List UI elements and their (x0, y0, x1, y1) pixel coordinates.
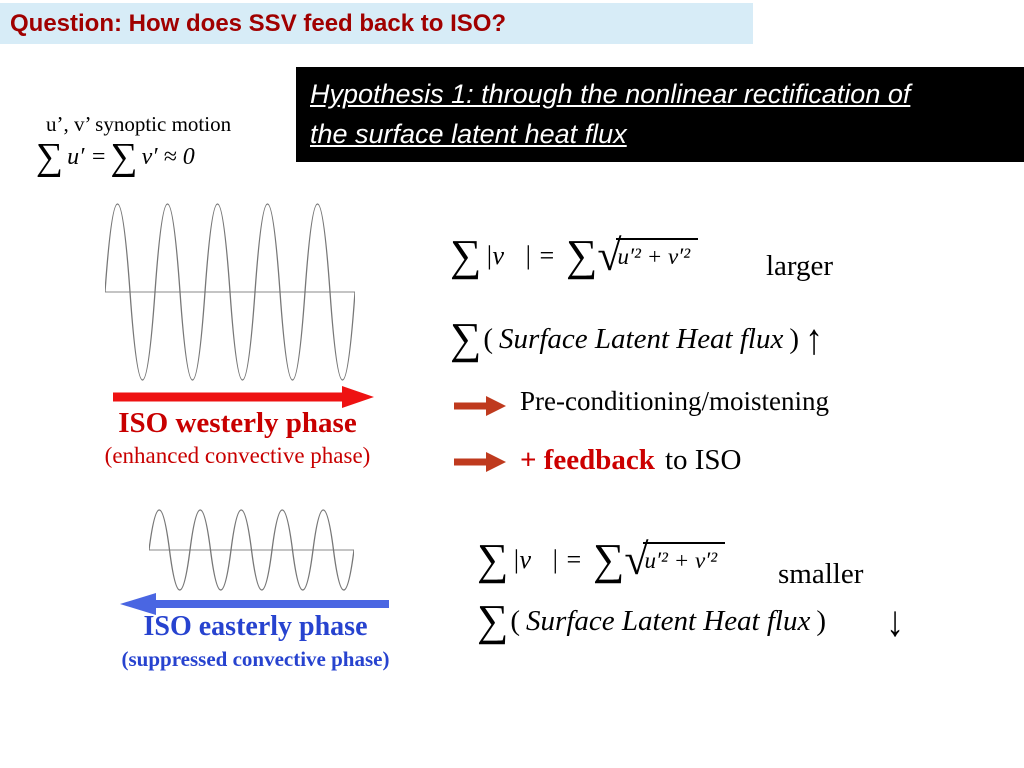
easterly-wave-graphic (149, 509, 354, 591)
question-banner: Question: How does SSV feed back to ISO? (0, 3, 753, 44)
equation-term: v′ ≈ 0 (141, 143, 195, 170)
zero-sum-equation: ∑ u′ = ∑ v′ ≈ 0 (36, 136, 199, 178)
open-paren: ( (483, 322, 494, 355)
synoptic-motion-label: u’, v’ synoptic motion (46, 112, 232, 136)
sigma-symbol: ∑ (36, 136, 64, 178)
magnitude-note-larger: larger (766, 250, 834, 282)
easterly-left-arrow-icon (120, 593, 389, 615)
sigma-symbol: ∑ (477, 596, 509, 646)
radicand: u′² + v′² (642, 542, 726, 574)
westerly-right-arrow-icon (113, 386, 374, 408)
lhf-text: Surface Latent Heat flux (499, 322, 784, 355)
equation-lhs: |v⃗| = (512, 545, 589, 574)
preconditioning-text: Pre-conditioning/moistening (520, 386, 829, 416)
lhf-equation-easterly: ∑ ( Surface Latent Heat flux ) ↓ (477, 596, 904, 646)
sigma-symbol: ∑ (477, 535, 509, 585)
sigma-symbol: ∑ (592, 535, 625, 585)
feedback-arrow-icon (454, 452, 506, 472)
westerly-phase-subtitle: (enhanced convective phase) (104, 443, 371, 468)
westerly-phase-title: ISO westerly phase (118, 407, 357, 439)
down-arrow-icon: ↓ (886, 597, 905, 645)
lhf-text: Surface Latent Heat flux (526, 604, 811, 637)
question-title: Question: How does SSV feed back to ISO? (10, 9, 507, 37)
sigma-symbol: ∑ (110, 136, 138, 178)
radicand: u′² + v′² (615, 238, 699, 270)
sigma-symbol: ∑ (450, 231, 482, 281)
feedback-red-text: + feedback (520, 444, 655, 476)
magnitude-equation-westerly: ∑ |v⃗| = ∑ √ u′² + v′² (450, 231, 699, 281)
lhf-equation-westerly: ∑ ( Surface Latent Heat flux ) ↑ (450, 314, 823, 364)
magnitude-equation-easterly: ∑ |v⃗| = ∑ √ u′² + v′² (477, 535, 726, 585)
square-root: √ u′² + v′² (597, 231, 699, 280)
easterly-phase-subtitle: (suppressed convective phase) (121, 647, 390, 671)
precondition-arrow-icon (454, 396, 506, 416)
square-root: √ u′² + v′² (624, 535, 726, 584)
westerly-wave-graphic (105, 203, 355, 381)
feedback-text: + feedback to ISO (520, 444, 741, 477)
equation-term: u′ = (67, 143, 107, 170)
hypothesis-line1: Hypothesis 1: through the nonlinear rect… (310, 79, 911, 109)
hypothesis-row1: Hypothesis 1: through the nonlinear rect… (310, 74, 1024, 114)
magnitude-note-smaller: smaller (778, 558, 864, 590)
equation-lhs: |v⃗| = (485, 241, 562, 270)
radical-icon: √ (624, 535, 649, 584)
close-paren: ) (816, 604, 827, 637)
easterly-phase-title: ISO easterly phase (143, 611, 368, 642)
radical-icon: √ (597, 231, 622, 280)
hypothesis-line2: the surface latent heat flux (310, 119, 627, 149)
sigma-symbol: ∑ (450, 314, 482, 364)
hypothesis-box: Hypothesis 1: through the nonlinear rect… (296, 67, 1024, 162)
hypothesis-row2: the surface latent heat flux (310, 114, 1024, 154)
feedback-rest-text: to ISO (664, 444, 742, 476)
up-arrow-icon: ↑ (805, 315, 824, 363)
sigma-symbol: ∑ (565, 231, 598, 281)
close-paren: ) (789, 322, 800, 355)
open-paren: ( (510, 604, 521, 637)
